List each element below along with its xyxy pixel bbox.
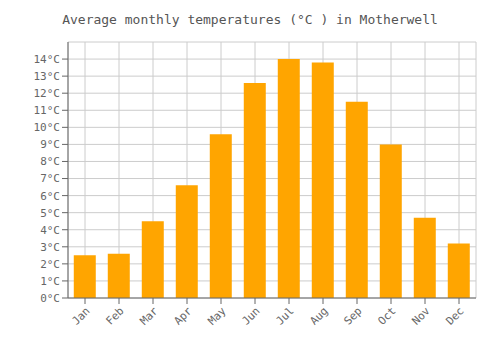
svg-text:Jan: Jan xyxy=(69,304,92,327)
svg-text:6°C: 6°C xyxy=(40,190,60,203)
svg-text:May: May xyxy=(205,304,229,328)
svg-text:13°C: 13°C xyxy=(34,70,61,83)
svg-text:Mar: Mar xyxy=(137,304,161,328)
svg-text:Dec: Dec xyxy=(443,304,466,327)
svg-text:3°C: 3°C xyxy=(40,241,60,254)
svg-text:Jun: Jun xyxy=(239,304,262,327)
svg-text:Jul: Jul xyxy=(273,304,296,327)
svg-text:2°C: 2°C xyxy=(40,258,60,271)
svg-text:12°C: 12°C xyxy=(34,87,61,100)
svg-text:8°C: 8°C xyxy=(40,155,60,168)
svg-text:1°C: 1°C xyxy=(40,275,60,288)
svg-text:10°C: 10°C xyxy=(34,121,61,134)
svg-text:Oct: Oct xyxy=(375,304,398,327)
html-text:Average monthly temperatures (: Average monthly temperatures (°C ) in Mo… xyxy=(62,12,438,27)
svg-text:0°C: 0°C xyxy=(40,292,60,305)
svg-text:4°C: 4°C xyxy=(40,224,60,237)
svg-text:Aug: Aug xyxy=(307,304,330,327)
svg-text:14°C: 14°C xyxy=(34,53,61,66)
svg-text:5°C: 5°C xyxy=(40,207,60,220)
svg-text:9°C: 9°C xyxy=(40,138,60,151)
svg-text:Feb: Feb xyxy=(103,304,126,327)
svg-text:11°C: 11°C xyxy=(34,104,61,117)
svg-text:Nov: Nov xyxy=(409,304,433,328)
svg-text:7°C: 7°C xyxy=(40,172,60,185)
svg-text:Apr: Apr xyxy=(171,304,195,328)
svg-text:Sep: Sep xyxy=(341,304,364,327)
